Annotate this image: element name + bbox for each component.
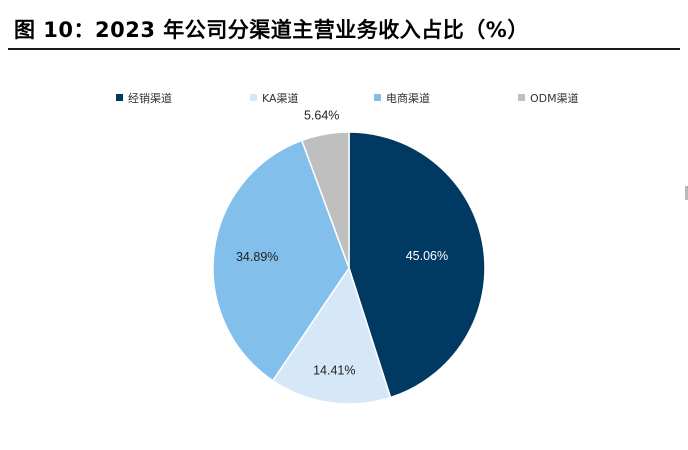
title-divider: [8, 48, 680, 50]
figure-title: 图 10：2023 年公司分渠道主营业务收入占比（%）: [14, 18, 529, 42]
legend-label-2: KA渠道: [262, 91, 299, 105]
pie-slice-1: [348, 131, 486, 399]
legend-swatch-4: [518, 94, 525, 101]
legend-swatch-3: [374, 94, 381, 101]
legend-swatch-2: [250, 94, 257, 101]
pie-data-labels: 45.06% 14.41% 34.89% 5.64%: [236, 108, 448, 377]
legend-label-4: ODM渠道: [530, 91, 579, 105]
pie-slice-3: [212, 139, 350, 382]
legend-label-1: 经销渠道: [128, 91, 172, 105]
legend-swatch-1: [116, 94, 123, 101]
legend: 经销渠道 KA渠道 电商渠道 ODM渠道: [116, 91, 579, 105]
pie-slices: [212, 131, 486, 405]
data-label-3: 34.89%: [236, 250, 278, 264]
data-label-1: 45.06%: [406, 249, 448, 263]
pie-slice-2: [271, 266, 392, 405]
scroll-edge-marker: [685, 186, 688, 200]
data-label-4: 5.64%: [304, 108, 339, 122]
pie-slice-4: [300, 131, 350, 269]
data-label-2: 14.41%: [313, 363, 355, 377]
legend-label-3: 电商渠道: [386, 91, 430, 105]
